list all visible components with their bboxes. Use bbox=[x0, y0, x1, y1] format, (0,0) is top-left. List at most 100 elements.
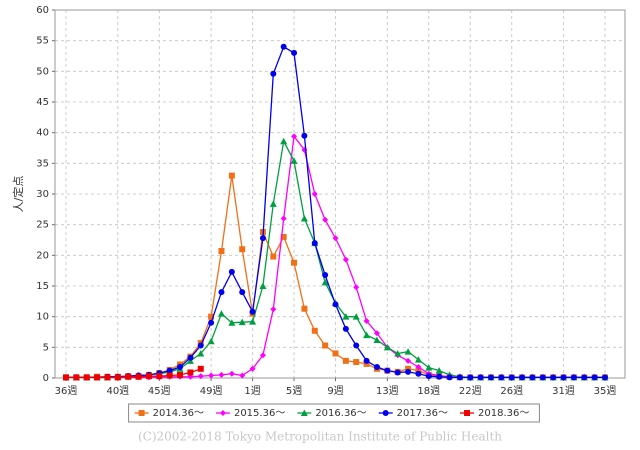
marker bbox=[239, 372, 246, 379]
marker bbox=[270, 70, 277, 77]
marker bbox=[187, 369, 194, 376]
marker bbox=[259, 282, 267, 289]
x-tick-label: 31週 bbox=[552, 385, 575, 397]
x-tick-label: 35週 bbox=[594, 385, 617, 397]
marker bbox=[405, 365, 412, 372]
marker bbox=[166, 367, 173, 374]
marker bbox=[322, 271, 329, 278]
x-tick-label: 40週 bbox=[106, 385, 129, 397]
legend-label: 2014.36～ bbox=[153, 408, 204, 419]
marker bbox=[342, 256, 349, 263]
marker bbox=[177, 363, 184, 370]
marker bbox=[300, 215, 308, 222]
marker bbox=[456, 374, 463, 381]
marker bbox=[197, 342, 204, 349]
legend-label: 2018.36～ bbox=[478, 408, 529, 419]
marker bbox=[300, 409, 308, 416]
marker bbox=[591, 374, 598, 381]
marker bbox=[363, 331, 371, 339]
marker bbox=[464, 410, 471, 416]
x-tick-label: 9週 bbox=[327, 385, 343, 397]
marker bbox=[94, 374, 101, 381]
y-tick-label: 45 bbox=[36, 97, 49, 108]
marker bbox=[415, 370, 422, 377]
legend-box bbox=[128, 403, 540, 423]
marker bbox=[177, 371, 184, 378]
marker bbox=[208, 372, 215, 379]
marker bbox=[382, 410, 389, 416]
marker bbox=[125, 373, 132, 380]
marker bbox=[373, 330, 380, 337]
marker bbox=[208, 319, 215, 326]
marker bbox=[405, 357, 412, 364]
marker bbox=[332, 301, 339, 308]
marker bbox=[446, 374, 453, 381]
x-tick-label: 13週 bbox=[376, 385, 399, 397]
marker bbox=[498, 374, 505, 381]
marker bbox=[311, 327, 318, 334]
marker bbox=[425, 364, 433, 371]
marker bbox=[228, 370, 235, 377]
marker bbox=[239, 289, 246, 296]
marker bbox=[301, 132, 308, 139]
marker bbox=[529, 374, 536, 381]
legend-item: 2014.36～ bbox=[134, 408, 204, 419]
marker bbox=[415, 363, 422, 370]
marker bbox=[280, 215, 287, 222]
x-tick-label: 26週 bbox=[500, 385, 523, 397]
legend-label: 2017.36～ bbox=[397, 408, 448, 419]
y-tick-label: 20 bbox=[36, 250, 49, 261]
marker bbox=[539, 374, 546, 381]
marker bbox=[207, 337, 215, 345]
x-tick-label: 5週 bbox=[286, 385, 302, 397]
legend-label: 2015.36～ bbox=[234, 408, 285, 419]
x-tick-label: 36週 bbox=[55, 385, 78, 397]
marker bbox=[217, 310, 225, 317]
marker bbox=[519, 374, 526, 381]
marker bbox=[114, 374, 121, 381]
marker bbox=[363, 357, 370, 364]
marker bbox=[477, 374, 484, 381]
marker bbox=[280, 233, 287, 240]
marker bbox=[228, 319, 236, 326]
marker bbox=[436, 373, 443, 380]
marker bbox=[332, 235, 339, 242]
legend-item: 2018.36～ bbox=[460, 408, 529, 419]
y-tick-label: 5 bbox=[43, 342, 49, 353]
y-tick-label: 30 bbox=[36, 189, 49, 200]
legend-item: 2015.36～ bbox=[215, 408, 285, 419]
x-tick-label: 22週 bbox=[459, 385, 482, 397]
marker bbox=[197, 365, 204, 372]
marker bbox=[373, 336, 381, 343]
source: (C)2002-2018 Tokyo Metropolitan Institut… bbox=[138, 430, 502, 444]
y-tick-label: 40 bbox=[36, 128, 49, 139]
marker bbox=[280, 43, 287, 50]
marker bbox=[353, 284, 360, 291]
marker bbox=[290, 157, 298, 164]
marker bbox=[104, 374, 111, 381]
marker bbox=[342, 357, 349, 364]
marker bbox=[63, 374, 69, 381]
y-tick-label: 35 bbox=[36, 158, 49, 169]
marker bbox=[156, 373, 163, 380]
marker bbox=[270, 253, 277, 260]
marker bbox=[187, 354, 194, 361]
marker bbox=[353, 342, 360, 349]
marker bbox=[322, 216, 329, 223]
marker bbox=[218, 248, 225, 255]
marker bbox=[249, 308, 256, 315]
marker bbox=[249, 318, 257, 325]
marker bbox=[342, 325, 349, 332]
marker bbox=[138, 410, 145, 416]
marker bbox=[353, 359, 360, 366]
marker bbox=[166, 372, 173, 379]
marker bbox=[405, 368, 412, 375]
y-axis-label: 人/定点 bbox=[11, 176, 25, 213]
marker bbox=[384, 367, 391, 374]
marker bbox=[291, 49, 298, 56]
marker bbox=[218, 289, 225, 296]
marker bbox=[301, 305, 308, 312]
marker bbox=[145, 373, 152, 380]
y-tick-label: 0 bbox=[43, 373, 49, 384]
